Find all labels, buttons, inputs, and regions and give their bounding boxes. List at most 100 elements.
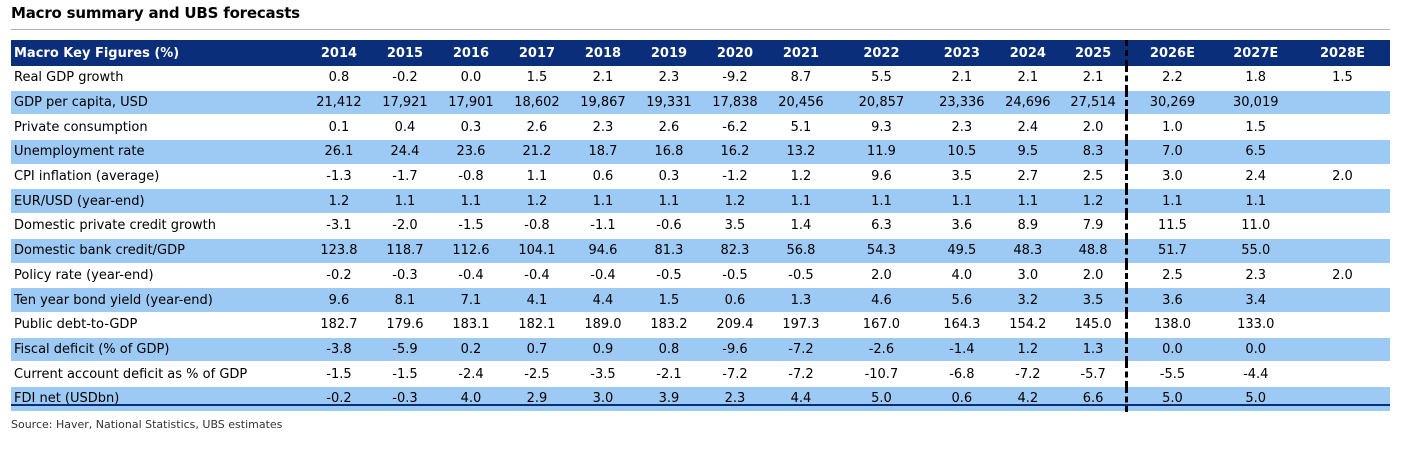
table-cell: 17,921	[371, 90, 438, 116]
table-row: CPI inflation (average) -1.3 -1.7 -0.8 1.1 0.…	[11, 164, 1390, 190]
table-cell: 0.3	[437, 114, 504, 141]
table-cell: 0.9	[569, 337, 636, 363]
table-row: Domestic bank credit/GDP 123.8 118.7 112.6 1…	[11, 238, 1390, 264]
table-cell: 54.3	[833, 238, 929, 264]
table-cell: 0.7	[503, 337, 570, 363]
header-year: 2028E	[1294, 40, 1390, 66]
table-cell: 0.6	[928, 386, 995, 412]
table-cell: 1.5	[503, 66, 570, 91]
table-cell: 0.2	[437, 337, 504, 363]
header-year: 2017	[503, 40, 570, 66]
table-cell: 112.6	[437, 238, 504, 264]
table-cell: 82.3	[701, 238, 768, 264]
table-cell: 1.1	[1125, 188, 1217, 215]
table-cell: 2.4	[994, 114, 1061, 141]
table-cell: 0.8	[635, 337, 702, 363]
table-cell: 8.3	[1060, 139, 1127, 165]
table-cell: 94.6	[569, 238, 636, 264]
table-cell: 104.1	[503, 238, 570, 264]
table-cell: 1.5	[635, 287, 702, 313]
row-label: Current account deficit as % of GDP	[11, 361, 306, 387]
table-cell: 30,269	[1125, 90, 1217, 116]
table-row: Current account deficit as % of GDP -1.5-…	[11, 361, 1390, 387]
table-cell: 2.3	[635, 66, 702, 91]
table-cell: 9.3	[833, 114, 929, 141]
table-cell: 0.8	[305, 66, 372, 91]
table-cell: 2.0	[1294, 164, 1390, 190]
table-cell: 2.0	[1294, 263, 1390, 289]
table-cell: 2.0	[1060, 263, 1127, 289]
header-year: 2023	[928, 40, 995, 66]
row-label: Private consumption	[11, 114, 306, 141]
table-cell: -5.9	[371, 337, 438, 363]
table-cell: 1.1	[437, 188, 504, 215]
row-label: Policy rate (year-end)	[11, 263, 306, 289]
table-cell: 0.6	[569, 164, 636, 190]
table-cell: 2.4	[1216, 164, 1295, 190]
table-cell: -0.2	[305, 386, 372, 412]
table-cell: 7.9	[1060, 213, 1127, 239]
table-cell: 18.7	[569, 139, 636, 165]
table-cell: 1.1	[503, 164, 570, 190]
table-cell: 4.4	[569, 287, 636, 313]
table-cell: 1.4	[767, 213, 834, 239]
table-cell: -0.5	[767, 263, 834, 289]
table-cell: 16.2	[701, 139, 768, 165]
table-cell: 7.0	[1125, 139, 1217, 165]
table-cell: 2.1	[928, 66, 995, 91]
table-cell: 3.0	[1125, 164, 1217, 190]
table-cell: 1.1	[635, 188, 702, 215]
table-cell: 2.5	[1060, 164, 1127, 190]
table-cell: 2.7	[994, 164, 1061, 190]
table-cell: 5.0	[833, 386, 929, 412]
bottom-divider	[11, 404, 1390, 406]
table-cell: 1.1	[928, 188, 995, 215]
header-year: 2024	[994, 40, 1061, 66]
table-cell: -2.5	[503, 361, 570, 387]
table-cell: 5.6	[928, 287, 995, 313]
table-cell: 2.3	[569, 114, 636, 141]
table-cell: 49.5	[928, 238, 995, 264]
row-label: FDI net (USDbn)	[11, 386, 306, 412]
table-cell: -0.5	[635, 263, 702, 289]
table-cell: 164.3	[928, 312, 995, 338]
table-cell: 11.0	[1216, 213, 1295, 239]
table-cell: 1.5	[1294, 66, 1390, 91]
table-cell: 3.0	[569, 386, 636, 412]
table-cell: 2.0	[833, 263, 929, 289]
table-cell: -1.5	[371, 361, 438, 387]
table-row: Policy rate (year-end) -0.2 -0.3 -0.4 -0.4 -0…	[11, 263, 1390, 289]
table-cell: 10.5	[928, 139, 995, 165]
table-cell: -0.3	[371, 386, 438, 412]
table-cell: 51.7	[1125, 238, 1217, 264]
table-cell: 1.2	[701, 188, 768, 215]
table-cell: -10.7	[833, 361, 929, 387]
table-cell: 0.1	[305, 114, 372, 141]
table-cell: 1.1	[1216, 188, 1295, 215]
table-cell: 3.9	[635, 386, 702, 412]
table-cell: 17,901	[437, 90, 504, 116]
table-cell: 182.7	[305, 312, 372, 338]
table-cell: 3.4	[1216, 287, 1295, 313]
table-cell: 1.3	[767, 287, 834, 313]
table-cell: -7.2	[994, 361, 1061, 387]
row-label: Real GDP growth	[11, 66, 306, 91]
table-cell: 2.3	[1216, 263, 1295, 289]
table-cell: 123.8	[305, 238, 372, 264]
table-cell: -0.3	[371, 263, 438, 289]
table-cell: 3.6	[1125, 287, 1217, 313]
row-label: Fiscal deficit (% of GDP)	[11, 337, 306, 363]
table-row: Unemployment rate 26.1 24.4 23.6 21.2 18.7 16.…	[11, 139, 1390, 165]
table-cell: -1.5	[437, 213, 504, 239]
table-cell: 9.5	[994, 139, 1061, 165]
table-cell: -4.4	[1216, 361, 1295, 387]
table-cell: -2.4	[437, 361, 504, 387]
table-cell	[1294, 361, 1390, 387]
table-cell	[1294, 287, 1390, 313]
table-row: Domestic private credit growth -3.1 -2.0 -1…	[11, 213, 1390, 239]
table-cell: -0.2	[305, 263, 372, 289]
table-cell: 2.6	[635, 114, 702, 141]
row-label: Domestic bank credit/GDP	[11, 238, 306, 264]
table-cell: 0.4	[371, 114, 438, 141]
table-cell: 3.6	[928, 213, 995, 239]
